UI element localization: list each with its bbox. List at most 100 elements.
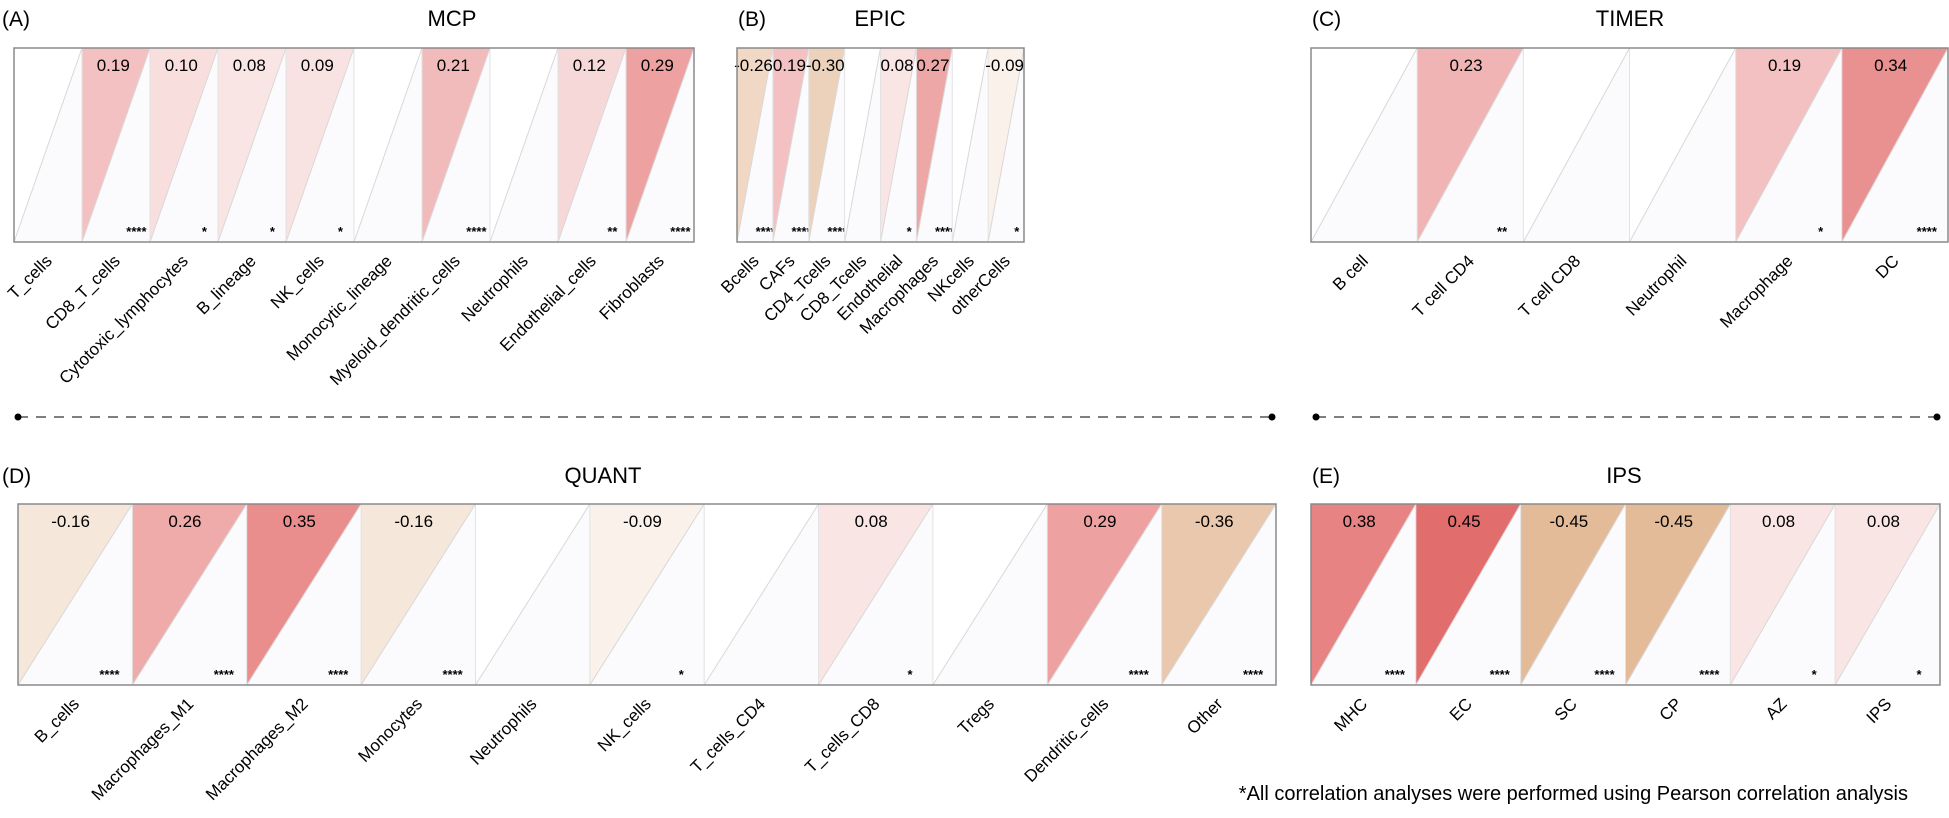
cell-diagonal (421, 47, 491, 243)
cell-other: -0.36 **** (1161, 503, 1277, 686)
category-label: SC (1551, 694, 1581, 724)
cell-macrophages-m2: 0.35 **** (246, 503, 362, 686)
value-label: -0.45 (1654, 512, 1693, 531)
category-label: MHC (1330, 694, 1371, 735)
significance-label: **** (1129, 667, 1150, 682)
cell-macrophages: 0.27 **** (915, 47, 956, 243)
value-label: 0.26 (168, 512, 201, 531)
cell-diagonal (1310, 503, 1417, 686)
panel-frame (1310, 47, 1949, 243)
value-label: 0.08 (1867, 512, 1900, 531)
cell-diagonal (1629, 47, 1737, 243)
value-label: 0.19 (773, 56, 806, 75)
significance-label: **** (756, 224, 777, 239)
cell-diagonal (703, 503, 819, 686)
value-label: 0.08 (233, 56, 266, 75)
value-label: 0.19 (97, 56, 130, 75)
cell-diagonal (285, 47, 355, 243)
category-label: DC (1872, 251, 1903, 282)
category-label: Myeloid_dendritic_cells (326, 251, 464, 389)
cell-nkcells (951, 47, 989, 243)
category-label: T cell CD8 (1515, 251, 1584, 320)
cell-diagonal (844, 47, 881, 243)
cell-diagonal (589, 503, 705, 686)
footnote: *All correlation analyses were performed… (1239, 783, 1908, 805)
category-label: Macrophages_M2 (202, 694, 312, 804)
value-label: -0.09 (985, 56, 1024, 75)
panel-ips: (E) IPS 0.38 **** MHC 0.45 **** EC -0.45 **** SC -0… (1310, 463, 1941, 735)
cell-diagonal (625, 47, 695, 243)
cell-diagonal (360, 503, 476, 686)
significance-label: **** (442, 667, 463, 682)
panel-title: MCP (428, 6, 477, 31)
cell-diagonal (149, 47, 219, 243)
cell-cafs: 0.19 **** (772, 47, 813, 243)
value-label: 0.29 (1083, 512, 1116, 531)
cell-t-cell-cd8 (1522, 47, 1630, 243)
panel-quant: (D) QUANT -0.16 **** B_cells 0.26 **** Macropha… (2, 463, 1277, 804)
category-label: T_cells (4, 251, 56, 303)
value-label: -0.36 (1195, 512, 1234, 531)
significance-label: ** (1497, 224, 1508, 239)
cell-monocytic-lineage (353, 47, 423, 243)
panel-frame (13, 47, 695, 243)
significance-label: **** (214, 667, 235, 682)
cell-lower-triangle (246, 504, 362, 685)
cell-b-cells: -0.16 **** (17, 503, 133, 686)
cell-b-lineage: 0.08 * (217, 47, 287, 243)
panel-timer: (C) TIMER B cell 0.23 ** T cell CD4 T cell CD8… (1310, 6, 1949, 332)
cell-tregs (932, 503, 1048, 686)
significance-label: * (1014, 224, 1020, 239)
cell-diagonal (736, 47, 774, 243)
cell-diagonal (772, 47, 810, 243)
category-label: T_cells_CD8 (801, 694, 883, 776)
category-label: B cell (1329, 251, 1372, 294)
value-label: -0.26 (734, 56, 773, 75)
cell-t-cells-cd4 (703, 503, 819, 686)
value-label: 0.10 (165, 56, 198, 75)
cell-dendritic-cells: 0.29 **** (1046, 503, 1163, 686)
cell-diagonal (557, 47, 627, 243)
cell-diagonal (1834, 503, 1941, 686)
significance-label: **** (1243, 667, 1264, 682)
category-label: B_cells (31, 694, 83, 746)
cell-diagonal (1522, 47, 1630, 243)
panel-frame (17, 503, 1277, 686)
cell-endothelial: 0.08 * (880, 47, 917, 243)
cell-diagonal (1735, 47, 1843, 243)
category-label: Cytotoxic_lymphocytes (55, 251, 191, 387)
cell-ec: 0.45 **** (1415, 503, 1522, 686)
significance-label: **** (1917, 224, 1938, 239)
value-label: 0.34 (1874, 56, 1907, 75)
category-label: Macrophage (1716, 251, 1796, 331)
significance-label: **** (827, 224, 848, 239)
category-label: T cell CD4 (1409, 251, 1478, 320)
cell-diagonal (131, 503, 248, 686)
category-label: NK_cells (267, 251, 328, 312)
separator-top-right (1312, 413, 1941, 421)
cell-t-cells (13, 47, 83, 243)
cell-diagonal (951, 47, 989, 243)
panel-letter: (C) (1312, 8, 1341, 31)
significance-label: **** (1385, 667, 1406, 682)
significance-label: **** (126, 224, 147, 239)
value-label: 0.27 (916, 56, 949, 75)
value-label: 0.08 (855, 512, 888, 531)
cell-neutrophils (474, 503, 591, 686)
cell-dc: 0.34 **** (1841, 47, 1949, 243)
category-label: B_lineage (193, 251, 260, 318)
cell-diagonal (1841, 47, 1949, 243)
significance-label: **** (328, 667, 349, 682)
cell-diagonal (1415, 503, 1522, 686)
category-label: EC (1446, 694, 1476, 724)
value-label: 0.29 (641, 56, 674, 75)
value-label: 0.45 (1448, 512, 1481, 531)
panel-frame (1310, 503, 1941, 686)
cell-macrophage: 0.19 * (1735, 47, 1843, 243)
panel-epic: (B) EPIC-0.26****Bcells0.19****CAFs-0.30*… (717, 6, 1025, 338)
cell-macrophages-m1: 0.26 **** (131, 503, 248, 686)
cell-neutrophil (1629, 47, 1737, 243)
value-label: 0.09 (301, 56, 334, 75)
category-label: CP (1656, 694, 1686, 724)
